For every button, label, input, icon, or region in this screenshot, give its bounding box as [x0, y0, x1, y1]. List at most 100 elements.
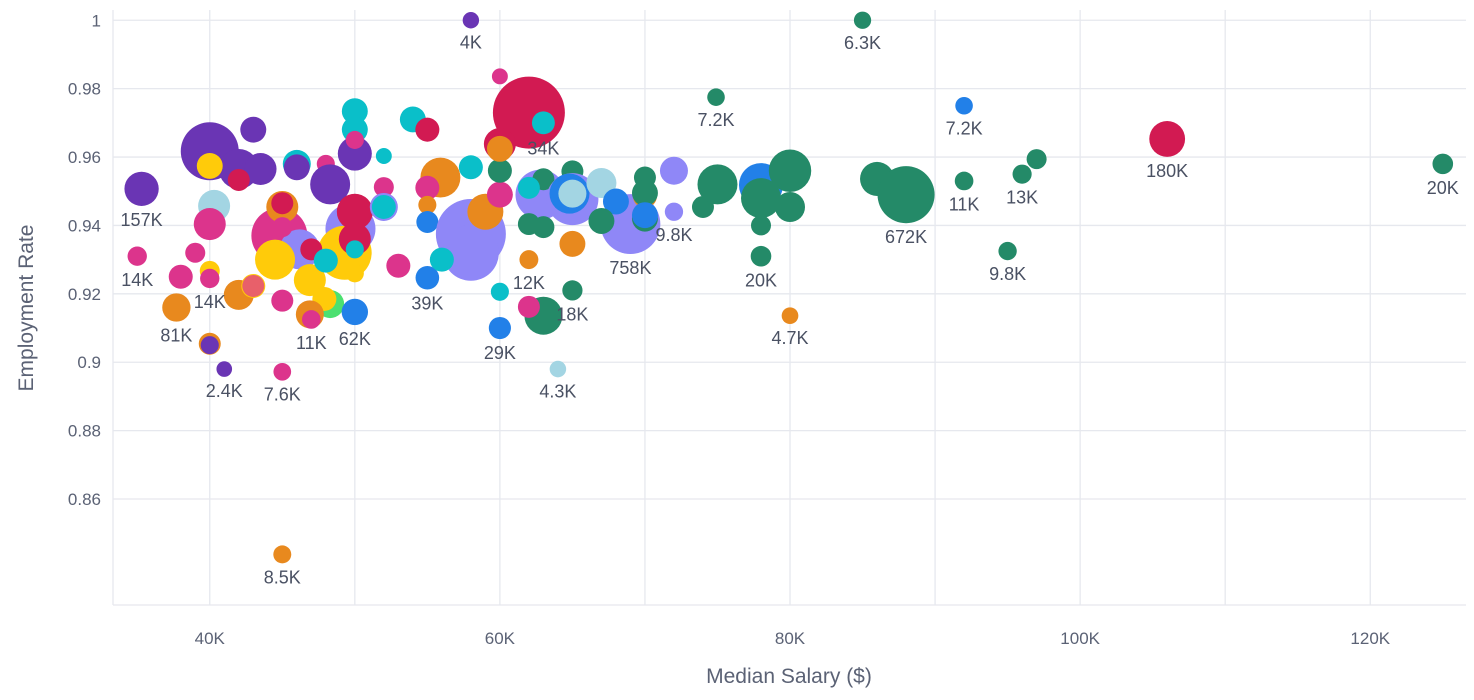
bubble[interactable]	[416, 211, 439, 234]
bubble[interactable]	[586, 168, 617, 199]
bubble[interactable]	[301, 310, 321, 329]
bubble[interactable]	[272, 217, 293, 238]
bubble-data-label: 81K	[160, 326, 192, 346]
y-tick-label: 0.98	[68, 80, 101, 99]
bubble-data-label: 62K	[339, 329, 371, 349]
bubble[interactable]	[415, 265, 440, 290]
bubble[interactable]	[418, 195, 437, 214]
bubble[interactable]	[519, 250, 539, 270]
bubble[interactable]	[193, 208, 226, 241]
bubble[interactable]	[558, 179, 587, 208]
bubble-data-label: 157K	[121, 210, 163, 230]
bubble[interactable]	[124, 171, 159, 206]
y-tick-label: 0.92	[68, 285, 101, 304]
bubble[interactable]	[659, 156, 688, 185]
bubble[interactable]	[271, 289, 294, 312]
bubble[interactable]	[168, 264, 193, 289]
bubble[interactable]	[185, 242, 206, 263]
bubble[interactable]	[562, 280, 583, 301]
bubble[interactable]	[517, 176, 540, 199]
bubble[interactable]	[442, 224, 499, 281]
bubble[interactable]	[631, 202, 658, 229]
bubble-data-label: 20K	[745, 271, 777, 291]
bubble[interactable]	[531, 111, 555, 135]
bubble[interactable]	[415, 117, 440, 142]
bubble[interactable]	[162, 293, 191, 322]
bubble[interactable]	[1026, 149, 1047, 170]
y-tick-label: 0.94	[68, 216, 101, 235]
bubble[interactable]	[588, 208, 615, 234]
bubble[interactable]	[491, 68, 508, 85]
bubble[interactable]	[273, 545, 292, 564]
bubble[interactable]	[244, 153, 277, 186]
bubble[interactable]	[488, 316, 511, 340]
bubble[interactable]	[127, 246, 147, 266]
bubble[interactable]	[877, 166, 935, 224]
bubble[interactable]	[273, 362, 292, 381]
bubble[interactable]	[341, 98, 368, 125]
bubble[interactable]	[341, 298, 369, 326]
bubble[interactable]	[559, 230, 586, 257]
bubble[interactable]	[486, 181, 513, 208]
bubble[interactable]	[517, 295, 540, 318]
bubble-data-label: 4.3K	[539, 381, 576, 401]
bubble[interactable]	[429, 247, 454, 272]
bubble[interactable]	[998, 241, 1017, 261]
bubble[interactable]	[373, 177, 394, 198]
x-tick-label: 60K	[485, 629, 516, 648]
bubble[interactable]	[458, 155, 483, 180]
bubble[interactable]	[345, 264, 364, 283]
bubble[interactable]	[415, 175, 440, 200]
bubble[interactable]	[768, 149, 812, 192]
bubble[interactable]	[697, 164, 738, 205]
bubble[interactable]	[1012, 164, 1032, 184]
bubble[interactable]	[954, 171, 974, 191]
bubble[interactable]	[741, 178, 781, 219]
bubble[interactable]	[310, 164, 351, 205]
bubble[interactable]	[255, 239, 296, 280]
bubble-data-label: 180K	[1146, 161, 1188, 181]
bubble[interactable]	[631, 179, 658, 206]
bubble[interactable]	[196, 152, 223, 179]
bubble-data-label: 14K	[194, 292, 226, 312]
bubble[interactable]	[242, 274, 265, 297]
bubble[interactable]	[549, 360, 567, 378]
bubble[interactable]	[293, 264, 326, 297]
bubble[interactable]	[216, 361, 233, 377]
bubble[interactable]	[386, 253, 411, 278]
bubble[interactable]	[200, 336, 219, 355]
bubble[interactable]	[853, 11, 872, 29]
bubble[interactable]	[490, 282, 509, 301]
bubble[interactable]	[487, 158, 512, 183]
bubble[interactable]	[345, 130, 364, 149]
bubble[interactable]	[602, 188, 629, 215]
bubble[interactable]	[227, 168, 250, 191]
bubble[interactable]	[532, 216, 555, 239]
bubble[interactable]	[337, 136, 372, 171]
bubble[interactable]	[1432, 153, 1454, 175]
bubble[interactable]	[240, 116, 267, 143]
bubble[interactable]	[462, 12, 480, 29]
bubble[interactable]	[336, 193, 373, 230]
bubble[interactable]	[707, 88, 725, 106]
bubble[interactable]	[750, 215, 771, 236]
bubble[interactable]	[781, 307, 799, 325]
bubble-data-label: 7.2K	[698, 110, 735, 130]
bubble-data-label: 9.8K	[655, 225, 692, 245]
bubble[interactable]	[345, 240, 364, 259]
bubble[interactable]	[371, 194, 396, 219]
bubble[interactable]	[775, 191, 806, 222]
bubble[interactable]	[200, 268, 220, 289]
bubble[interactable]	[750, 245, 772, 267]
bubble[interactable]	[486, 135, 513, 162]
bubble-data-label: 11K	[296, 333, 327, 353]
bubble[interactable]	[313, 248, 338, 273]
bubble[interactable]	[1149, 121, 1186, 157]
bubble[interactable]	[375, 148, 392, 164]
bubble[interactable]	[664, 202, 684, 221]
bubble[interactable]	[283, 154, 310, 181]
bubble[interactable]	[955, 96, 973, 115]
bubble[interactable]	[271, 192, 294, 215]
